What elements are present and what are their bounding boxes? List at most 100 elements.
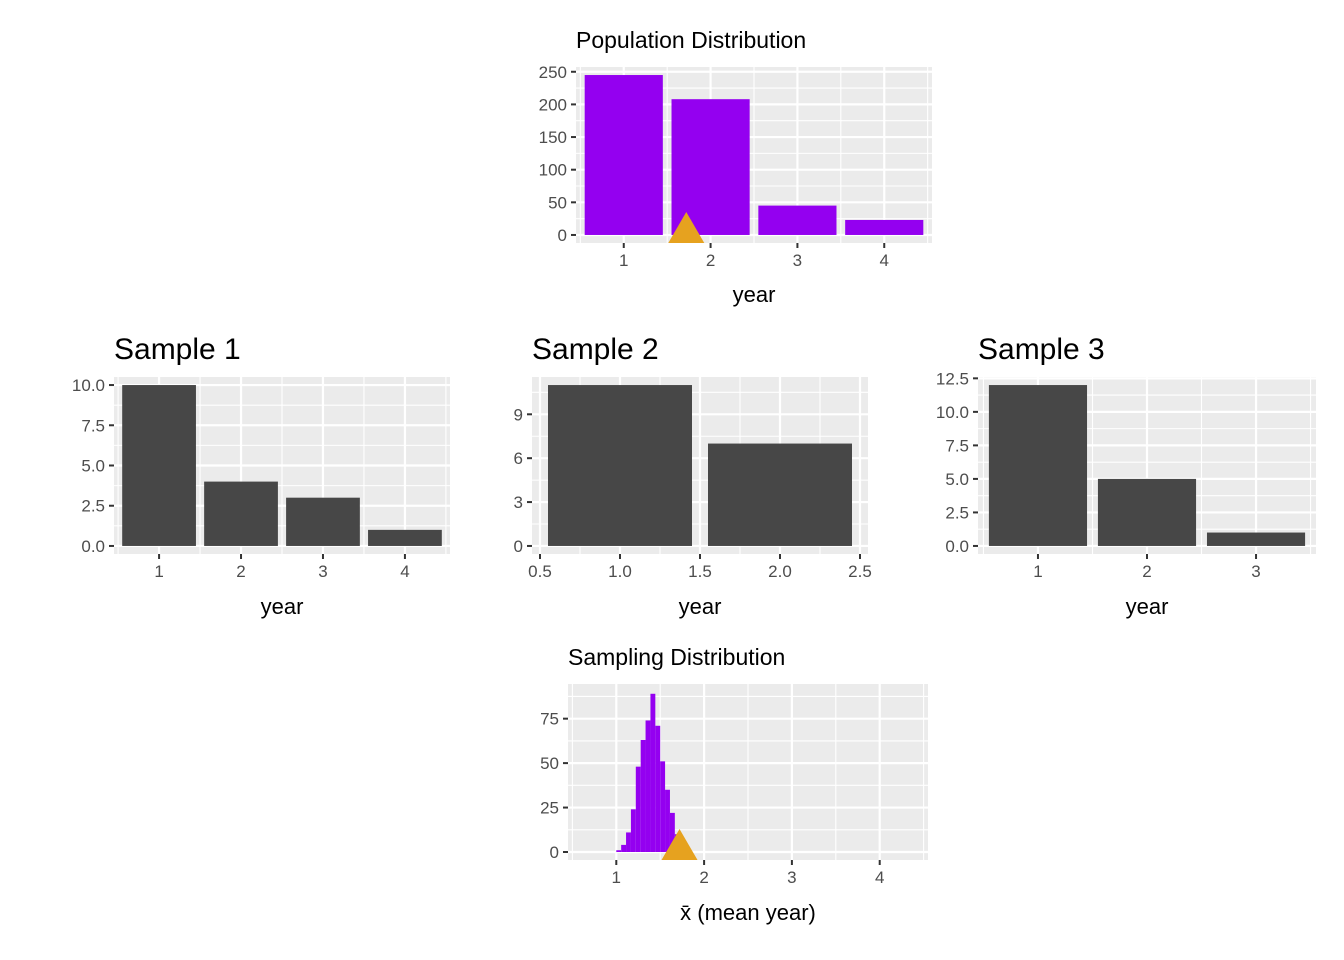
sample-1-title: Sample 1 — [114, 333, 241, 366]
bar — [988, 385, 1088, 546]
sample-1-y-axis: 0.0 2.5 5.0 7.5 10.0 — [72, 376, 114, 556]
y-tick-label: 12.5 — [936, 369, 969, 388]
y-tick-label: 10.0 — [936, 403, 969, 422]
y-tick-label: 250 — [539, 63, 567, 82]
population-bars — [584, 75, 924, 235]
y-tick-label: 0 — [550, 843, 559, 862]
x-tick-label: 4 — [400, 562, 409, 581]
x-tick-label: 2 — [236, 562, 245, 581]
y-tick-label: 150 — [539, 128, 567, 147]
sample-2-chart: Sample 2 0 3 6 9 0.5 1.0 1.5 2.0 2.5 year — [514, 333, 872, 619]
sample-2-y-axis: 0 3 6 9 — [514, 405, 532, 556]
y-tick-label: 100 — [539, 161, 567, 180]
bar — [122, 385, 196, 546]
bar — [635, 766, 641, 852]
sampling-mean-marker — [661, 829, 698, 860]
sampling-x-axis-title: x̄ (mean year) — [680, 900, 816, 925]
population-chart-title: Population Distribution — [576, 27, 806, 53]
sample-2-x-axis-title: year — [679, 594, 722, 619]
bar — [845, 219, 924, 235]
sample-1-x-axis-title: year — [261, 594, 304, 619]
bar — [669, 812, 675, 852]
bar — [645, 720, 651, 852]
y-tick-label: 5.0 — [945, 470, 969, 489]
bar — [758, 205, 837, 235]
x-tick-label: 3 — [1251, 562, 1260, 581]
sample-1-chart: Sample 1 0.0 2.5 5.0 7.5 10.0 1 2 3 4 year — [72, 333, 450, 619]
bar — [1206, 532, 1306, 546]
y-tick-label: 75 — [540, 710, 559, 729]
population-x-axis: 1 2 3 4 — [619, 243, 889, 270]
population-mean-marker — [668, 212, 705, 243]
mean-triangle-marker — [661, 829, 698, 860]
population-x-axis-title: year — [733, 282, 776, 307]
sample-3-title: Sample 3 — [978, 333, 1105, 366]
y-tick-label: 10.0 — [72, 376, 105, 395]
bar — [204, 481, 278, 546]
y-tick-label: 9 — [514, 405, 523, 424]
sampling-distribution-chart: Sampling Distribution 0 25 50 75 1 2 3 4 x̄ (m… — [540, 644, 928, 925]
bar — [630, 809, 636, 852]
population-y-axis: 0 50 100 150 200 250 — [539, 63, 576, 245]
y-tick-label: 7.5 — [81, 416, 105, 435]
y-tick-label: 50 — [540, 754, 559, 773]
x-tick-label: 2 — [1142, 562, 1151, 581]
x-tick-label: 3 — [787, 868, 796, 887]
x-tick-label: 2 — [706, 251, 715, 270]
sample-3-chart: Sample 3 0.0 2.5 5.0 7.5 10.0 12.5 1 2 3 year — [936, 333, 1316, 619]
bar — [708, 443, 852, 546]
x-tick-label: 4 — [880, 251, 889, 270]
sampling-x-axis: 1 2 3 4 — [612, 860, 884, 887]
y-tick-label: 0.0 — [945, 537, 969, 556]
y-tick-label: 0.0 — [81, 537, 105, 556]
x-tick-label: 3 — [318, 562, 327, 581]
y-tick-label: 2.5 — [945, 503, 969, 522]
y-tick-label: 2.5 — [81, 497, 105, 516]
y-tick-label: 5.0 — [81, 457, 105, 476]
y-tick-label: 0 — [558, 226, 567, 245]
x-tick-label: 2.5 — [848, 562, 872, 581]
x-tick-label: 2.0 — [768, 562, 792, 581]
bar — [584, 75, 663, 235]
bar — [368, 529, 442, 546]
x-tick-label: 2 — [699, 868, 708, 887]
y-tick-label: 3 — [514, 493, 523, 512]
sample-2-bars — [548, 385, 852, 546]
bar — [548, 385, 692, 546]
sampling-y-axis: 0 25 50 75 — [540, 710, 568, 862]
bar — [660, 761, 666, 852]
bar — [621, 844, 627, 852]
bar — [650, 693, 656, 852]
y-tick-label: 0 — [514, 537, 523, 556]
x-tick-label: 3 — [793, 251, 802, 270]
y-tick-label: 7.5 — [945, 436, 969, 455]
bar — [640, 740, 646, 852]
x-tick-label: 1 — [619, 251, 628, 270]
y-tick-label: 25 — [540, 799, 559, 818]
sample-1-bars — [122, 385, 442, 546]
x-tick-label: 1 — [1033, 562, 1042, 581]
x-tick-label: 1 — [612, 868, 621, 887]
bar — [286, 497, 360, 546]
y-tick-label: 6 — [514, 449, 523, 468]
bar — [665, 789, 670, 852]
sample-3-x-axis-title: year — [1126, 594, 1169, 619]
sample-2-x-axis: 0.5 1.0 1.5 2.0 2.5 — [528, 554, 872, 581]
bar — [626, 832, 631, 852]
x-tick-label: 4 — [875, 868, 884, 887]
sample-3-x-axis: 1 2 3 — [1033, 554, 1261, 581]
sample-2-title: Sample 2 — [532, 333, 659, 366]
x-tick-label: 1 — [154, 562, 163, 581]
population-distribution-chart: Population Distribution 050100150200250 … — [539, 27, 932, 307]
y-tick-label: 50 — [548, 193, 567, 212]
sample-3-bars — [988, 385, 1306, 546]
bar — [671, 99, 750, 235]
sample-3-y-axis: 0.0 2.5 5.0 7.5 10.0 12.5 — [936, 369, 978, 556]
x-tick-label: 0.5 — [528, 562, 552, 581]
bar — [655, 725, 661, 852]
bar — [1097, 478, 1197, 546]
x-tick-label: 1.5 — [688, 562, 712, 581]
sample-1-x-axis: 1 2 3 4 — [154, 554, 410, 581]
sampling-chart-title: Sampling Distribution — [568, 644, 785, 670]
